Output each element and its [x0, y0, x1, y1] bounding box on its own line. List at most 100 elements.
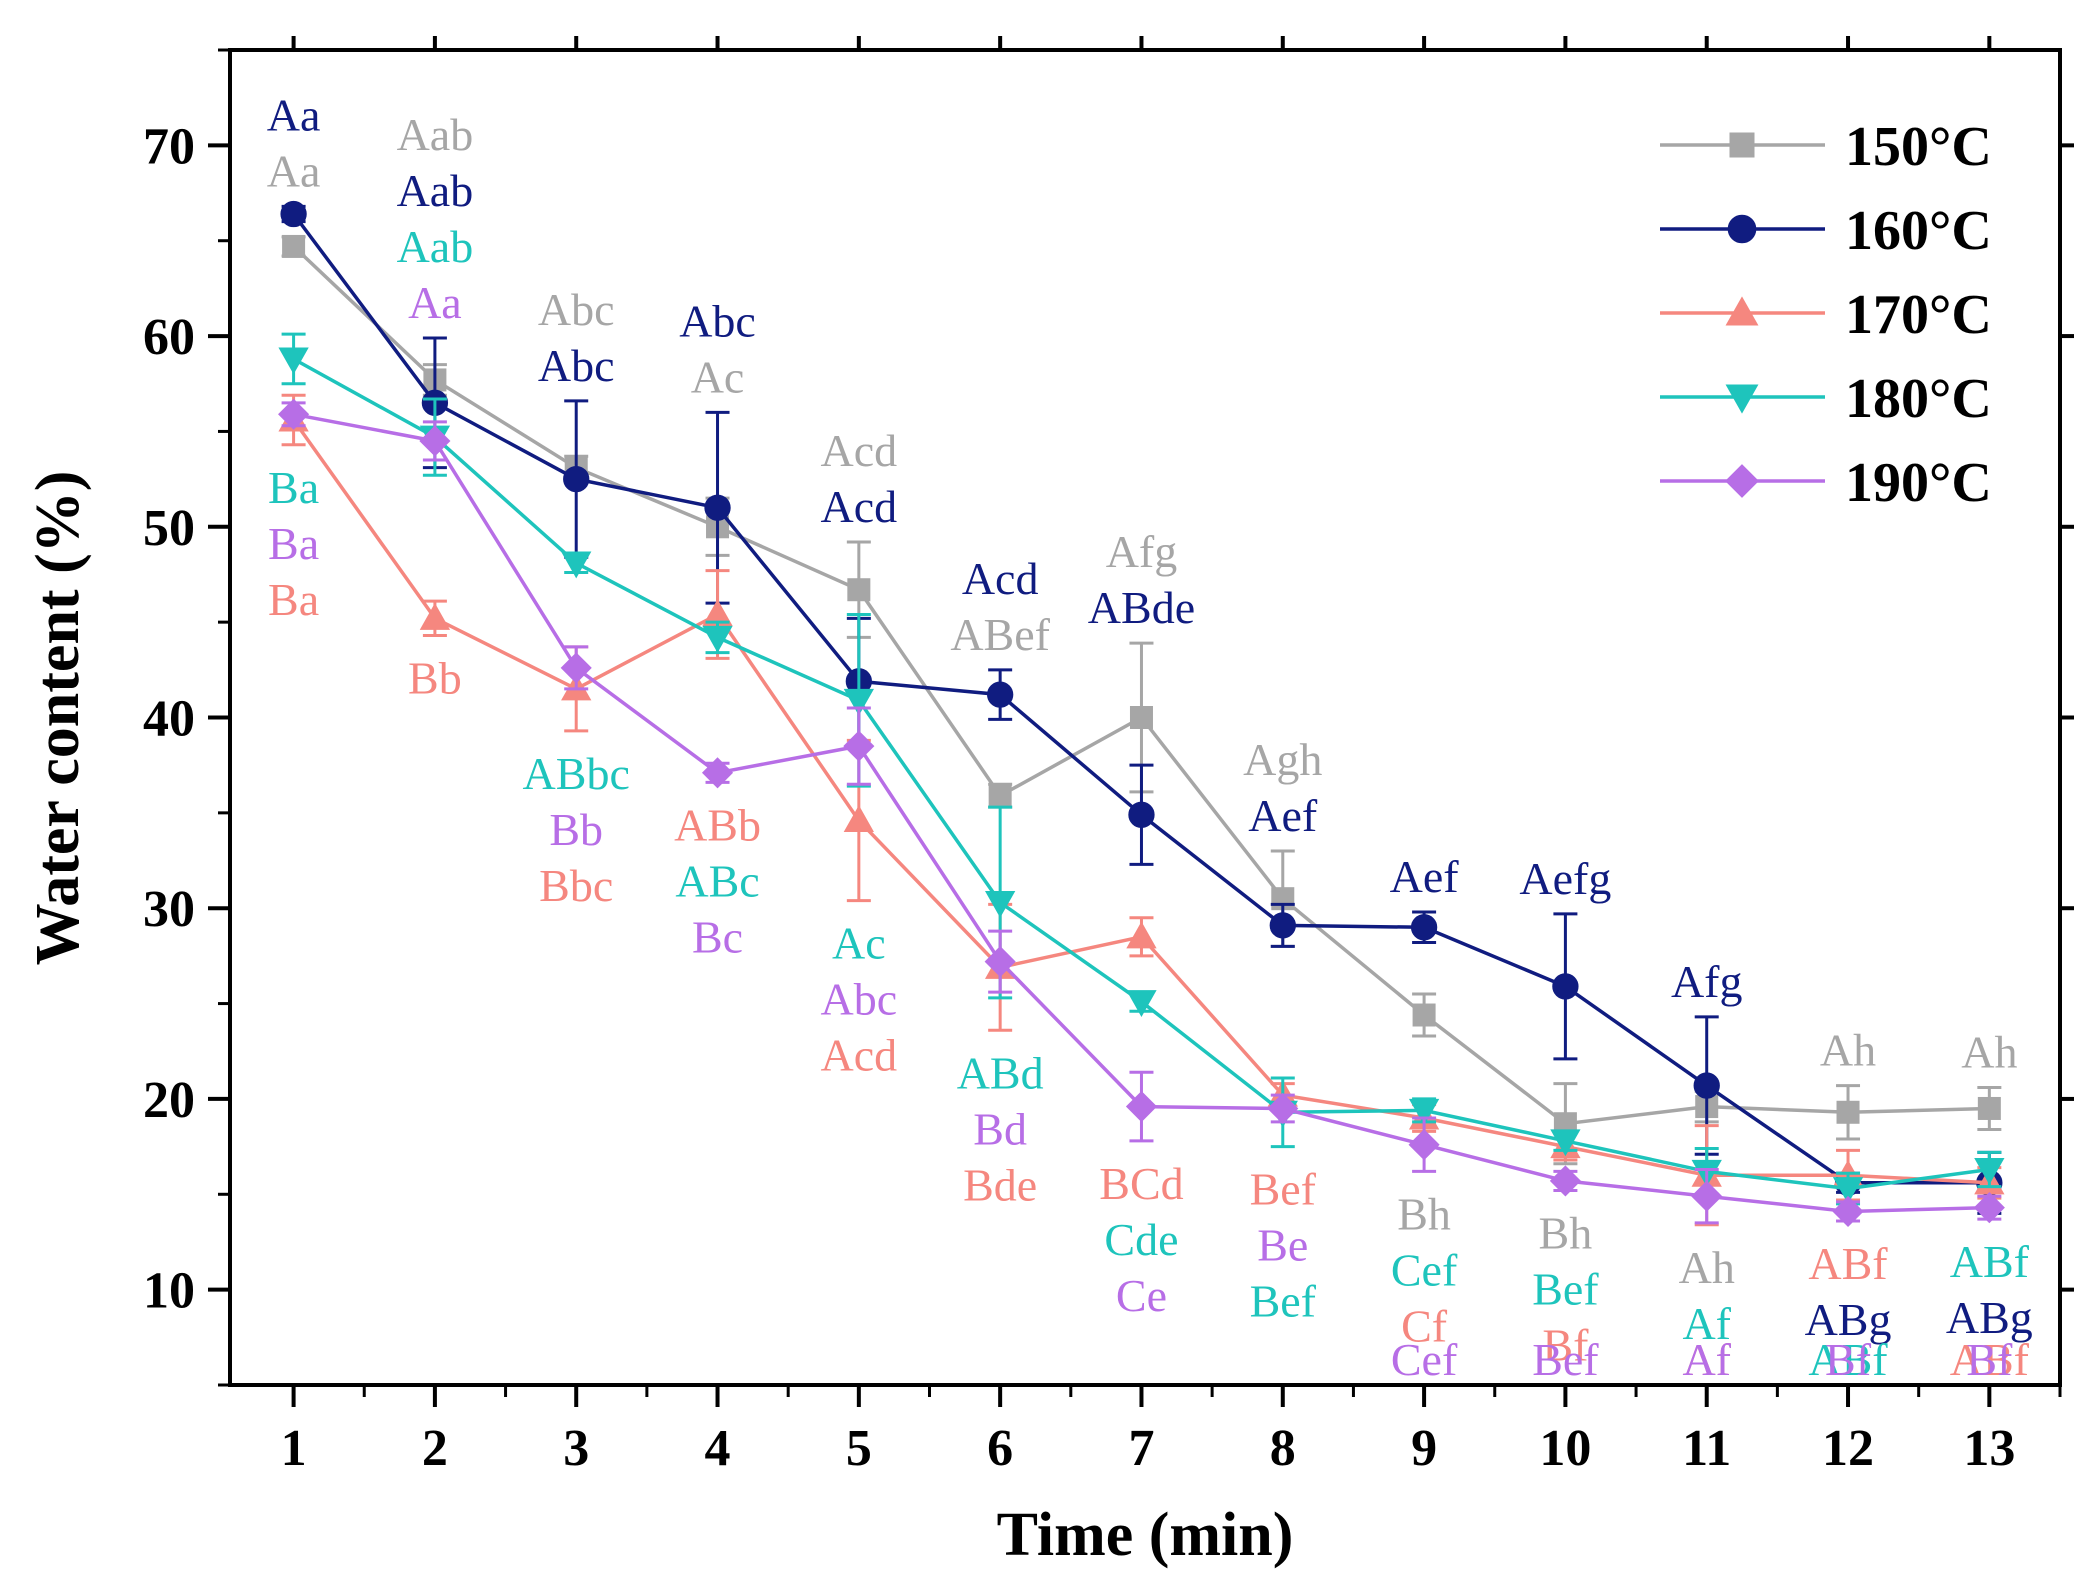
data-point — [278, 347, 309, 375]
legend-marker — [1727, 214, 1757, 244]
significance-letter: Bh — [1397, 1188, 1451, 1239]
significance-letter: Acd — [962, 553, 1039, 604]
data-point — [1128, 801, 1155, 828]
data-point — [1126, 990, 1157, 1017]
legend-marker — [1729, 132, 1755, 158]
significance-letter: Aef — [1390, 851, 1460, 902]
x-tick-label: 9 — [1411, 1420, 1437, 1477]
significance-letter: Acd — [821, 1030, 898, 1081]
data-point — [1410, 914, 1438, 941]
data-point — [1691, 1180, 1723, 1212]
data-point — [1549, 1165, 1581, 1197]
significance-letter: Aa — [267, 145, 321, 196]
significance-letter: Ah — [1820, 1025, 1876, 1076]
significance-letter: Be — [1257, 1220, 1308, 1271]
significance-letter: Acd — [821, 425, 898, 476]
data-point — [282, 234, 306, 258]
legend-entry: 170°C — [1660, 284, 1992, 346]
legend-marker — [1725, 384, 1759, 414]
data-point — [847, 578, 871, 602]
significance-letter: Ba — [268, 462, 319, 513]
x-tick-label: 3 — [563, 1420, 589, 1477]
data-point — [1126, 921, 1157, 949]
significance-letter: Bef — [1250, 1164, 1317, 1215]
significance-letter: ABb — [674, 799, 761, 850]
significance-letter: Af — [1682, 1334, 1731, 1385]
y-tick-label: 40 — [143, 691, 195, 748]
significance-letter: Bf — [1966, 1334, 2013, 1385]
data-point — [419, 603, 451, 630]
data-point — [1832, 1177, 1864, 1204]
data-point — [1832, 1195, 1864, 1228]
significance-letter: Bf — [1542, 1319, 1589, 1370]
x-tick-label: 5 — [846, 1420, 872, 1477]
y-axis-title: Water content (%) — [24, 471, 92, 966]
significance-letter: Af — [1682, 1334, 1731, 1385]
x-tick-label: 12 — [1822, 1420, 1874, 1477]
significance-letter: Bef — [1532, 1334, 1599, 1385]
x-axis-title: Time (min) — [997, 1501, 1294, 1569]
significance-letter: Afg — [1671, 956, 1743, 1007]
legend-label: 190°C — [1845, 452, 1992, 514]
significance-letter: Cef — [1391, 1244, 1458, 1295]
significance-letter: Bb — [549, 804, 603, 855]
data-point — [561, 551, 592, 579]
legend-label: 170°C — [1845, 284, 1992, 346]
significance-letter: BCd — [1099, 1158, 1183, 1209]
x-tick-label: 6 — [987, 1420, 1013, 1477]
data-point — [560, 652, 592, 684]
data-point — [1550, 1129, 1581, 1157]
significance-letter: Aab — [397, 221, 474, 272]
significance-letter: Abc — [679, 295, 756, 346]
significance-letter: Abc — [538, 340, 615, 391]
data-point — [278, 398, 310, 430]
data-point — [988, 784, 1012, 808]
significance-letter: Ba — [268, 518, 319, 569]
significance-letter: ABde — [1088, 582, 1195, 633]
x-tick-label: 11 — [1682, 1420, 1731, 1477]
significance-letter: Ba — [268, 574, 319, 625]
data-point — [1267, 1092, 1299, 1125]
series-layer — [278, 200, 2005, 1228]
significance-letter: Aa — [408, 277, 462, 328]
x-tick-label: 1 — [281, 1420, 307, 1477]
significance-letter: Cde — [1104, 1214, 1178, 1265]
y-tick-label: 20 — [143, 1072, 195, 1129]
legend-label: 160°C — [1845, 200, 1992, 262]
x-tick-label: 10 — [1539, 1420, 1591, 1477]
significance-letter: Acd — [821, 481, 898, 532]
y-tick-label: 30 — [143, 881, 195, 938]
data-point — [563, 465, 590, 493]
significance-letter: Aab — [397, 109, 474, 160]
data-point — [1125, 1091, 1158, 1123]
significance-letter: ABf — [1808, 1334, 1888, 1385]
significance-letter: Bc — [692, 911, 743, 962]
data-point — [1129, 706, 1153, 729]
x-tick-label: 2 — [422, 1420, 448, 1477]
significance-letter: Cef — [1391, 1334, 1458, 1385]
data-point — [1973, 1192, 2005, 1224]
significance-letter: Agh — [1243, 734, 1322, 785]
significance-letter: ABc — [675, 855, 759, 906]
data-point — [984, 890, 1016, 918]
legend-marker — [1725, 296, 1759, 326]
significance-letter: Aefg — [1519, 853, 1611, 904]
data-point — [987, 681, 1014, 708]
data-point — [1977, 1096, 2001, 1120]
significance-letter: Bef — [1250, 1276, 1317, 1327]
x-tick-label: 7 — [1128, 1420, 1154, 1477]
significance-letter: Bbc — [539, 860, 613, 911]
legend-marker — [1725, 464, 1759, 498]
significance-letter: Ce — [1116, 1270, 1167, 1321]
significance-letter: Afg — [1106, 526, 1178, 577]
significance-letter: Abc — [821, 974, 898, 1025]
significance-letter: Af — [1682, 1298, 1731, 1349]
significance-letter: ABd — [957, 1047, 1044, 1098]
significance-letter: Cf — [1401, 1300, 1448, 1351]
significance-letter: Ac — [691, 351, 745, 402]
significance-letter: Abc — [538, 284, 615, 335]
data-point — [984, 946, 1016, 978]
legend: 150°C 160°C 170°C 180°C 190°C — [1660, 116, 1992, 514]
data-point — [280, 200, 307, 228]
